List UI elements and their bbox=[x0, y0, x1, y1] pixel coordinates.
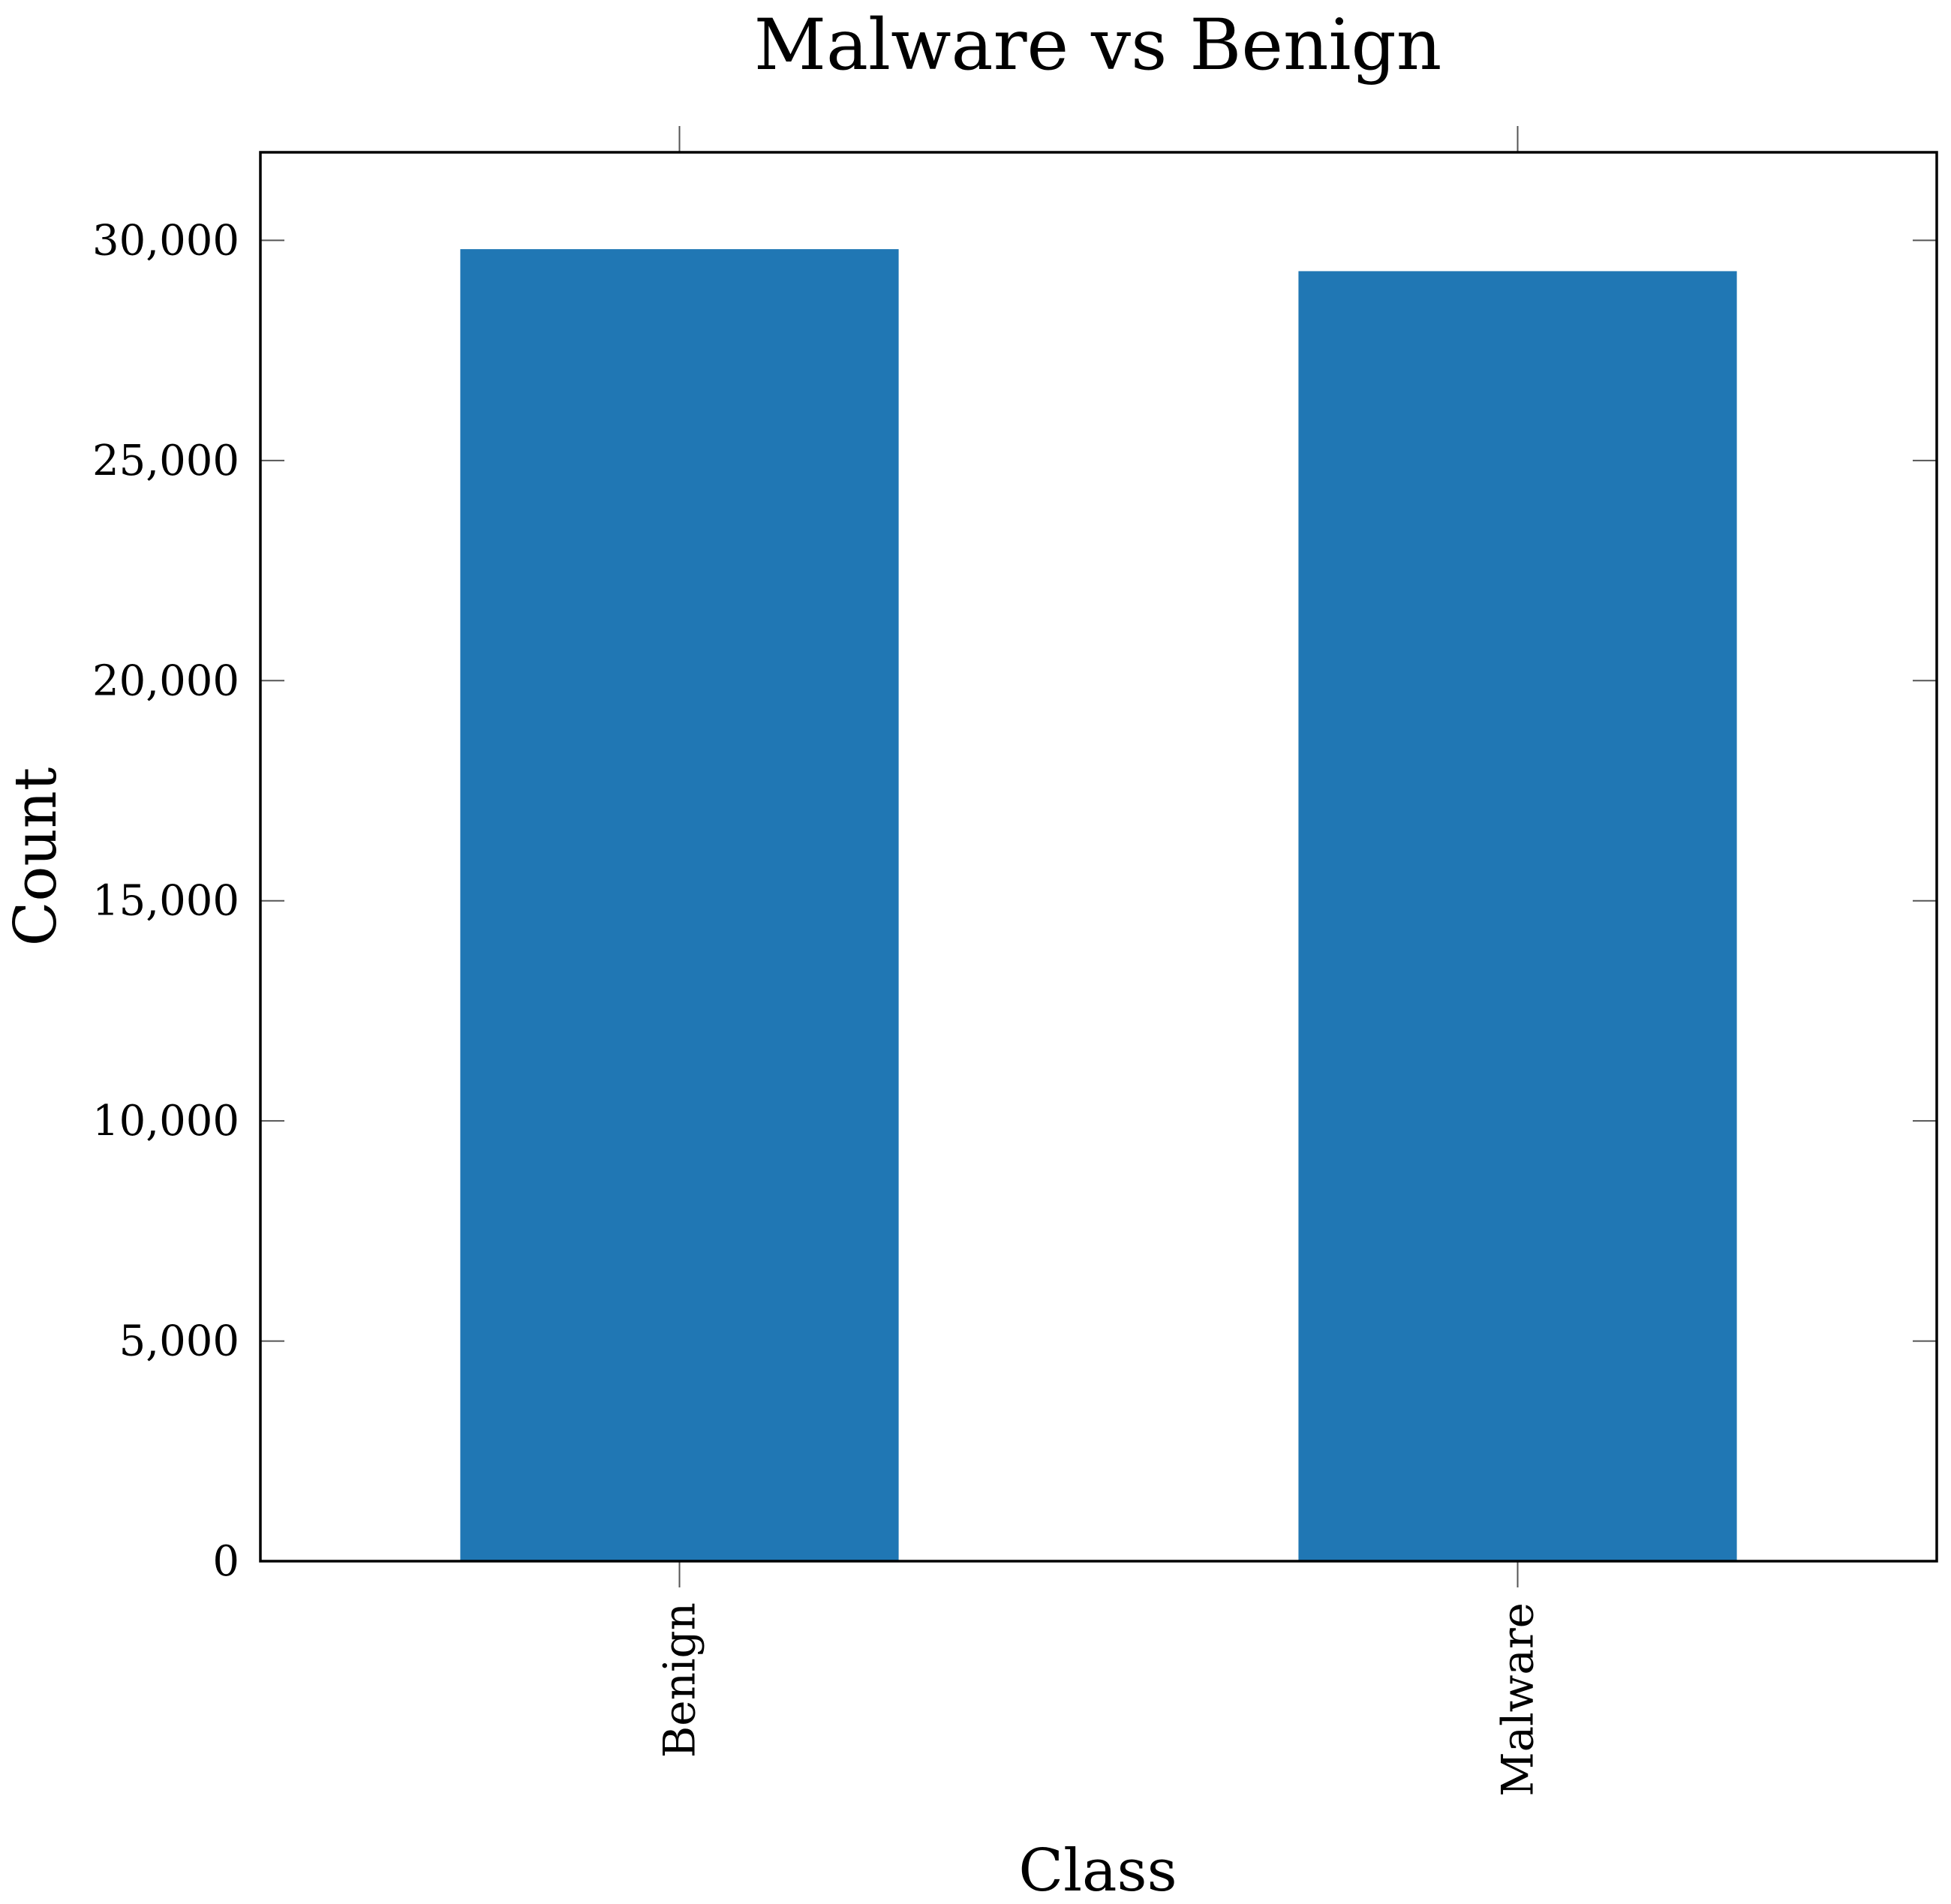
bar-benign bbox=[460, 249, 899, 1561]
y-tick-label: 10,000 bbox=[92, 1097, 239, 1146]
y-tick-label: 0 bbox=[212, 1537, 239, 1586]
y-axis-label: Count bbox=[2, 767, 70, 946]
chart-title: Malware vs Benign bbox=[754, 5, 1442, 86]
x-tick-label: Benign bbox=[654, 1602, 705, 1758]
x-tick-label: Malware bbox=[1493, 1602, 1544, 1797]
bars-layer bbox=[460, 249, 1737, 1561]
y-tick-label: 15,000 bbox=[92, 877, 239, 926]
y-tick-label: 30,000 bbox=[92, 216, 239, 265]
y-tick-label: 5,000 bbox=[119, 1317, 239, 1366]
y-tick-label: 20,000 bbox=[92, 656, 239, 705]
x-axis-label: Class bbox=[1018, 1837, 1177, 1900]
ticks-layer: Benign Malware 0 5,000 10,000 15,000 20,000 25,… bbox=[92, 126, 1937, 1797]
y-tick-label: 25,000 bbox=[92, 437, 239, 485]
bar-malware bbox=[1298, 271, 1737, 1561]
plot-frame bbox=[259, 151, 1938, 1563]
